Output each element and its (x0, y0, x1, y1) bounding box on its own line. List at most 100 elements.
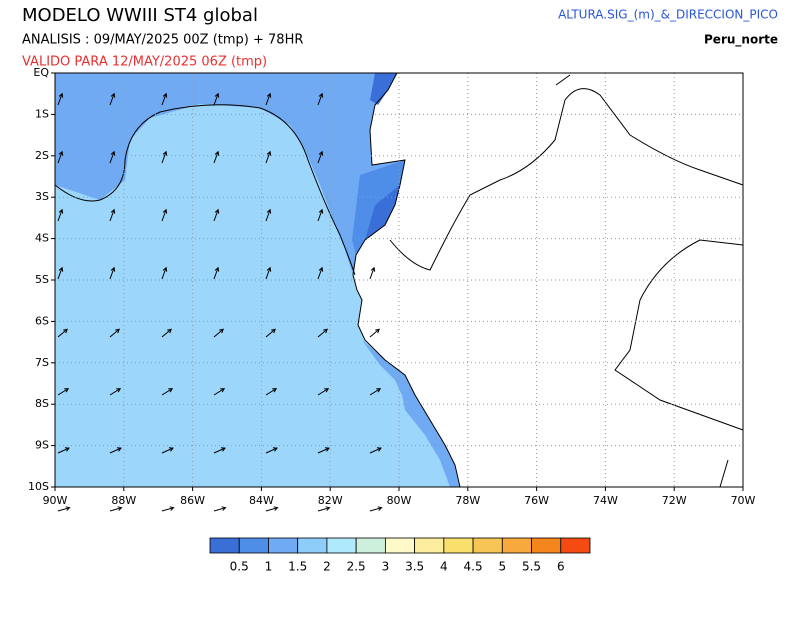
north-dark (370, 73, 397, 105)
arrow-head (214, 208, 220, 214)
contour-line (54, 104, 356, 276)
y-label: 6S (35, 314, 49, 327)
arrow (161, 93, 167, 106)
arrow (57, 209, 63, 222)
arrow (317, 328, 328, 338)
arrow (57, 447, 70, 454)
colorbar-box (443, 537, 474, 554)
borders (389, 74, 744, 488)
arrow (57, 267, 63, 280)
arrow-head (167, 328, 172, 334)
colorbar-box (268, 537, 299, 554)
arrow (369, 328, 380, 338)
x-label: 78W (455, 494, 480, 507)
arrow (317, 447, 330, 454)
arrow (317, 267, 323, 280)
arrow-head (266, 208, 272, 214)
arrow-head (64, 388, 70, 393)
arrow (57, 388, 69, 396)
arrow-head (116, 447, 122, 452)
arrow-head (272, 388, 278, 393)
arrow (317, 93, 323, 106)
arrow-head (116, 388, 122, 393)
arrow-head (376, 388, 382, 393)
colorbar-box (326, 537, 357, 554)
arrow (57, 328, 68, 338)
arrow-head (219, 328, 224, 334)
valid-time: VALIDO PARA 12/MAY/2025 06Z (tmp) (22, 55, 267, 70)
colorbar-box (209, 537, 240, 554)
arrow-head (220, 388, 226, 393)
arrow (213, 151, 219, 164)
arrow-head (375, 328, 380, 334)
arrow-head (318, 92, 324, 98)
arrow (109, 388, 121, 396)
arrow (213, 447, 226, 454)
x-label: 72W (662, 494, 687, 507)
arrow-head (214, 92, 220, 98)
arrow (213, 209, 219, 222)
x-label: 76W (524, 494, 549, 507)
y-label: 4S (35, 232, 49, 245)
arrow-head (220, 447, 226, 452)
x-label: 84W (249, 494, 274, 507)
arrow-head (162, 92, 168, 98)
arrow-head (110, 92, 116, 98)
colorbar-label: 2.5 (347, 560, 366, 574)
y-label: 8S (35, 397, 49, 410)
arrow (109, 447, 122, 454)
arrow-head (273, 506, 279, 511)
arrow-head (221, 506, 227, 511)
arrow (213, 507, 226, 512)
region: Peru_norte (704, 33, 778, 48)
y-label: EQ (33, 66, 49, 79)
gulf-darkest (365, 185, 400, 240)
arrow-head (162, 150, 168, 156)
arrow-head (266, 92, 272, 98)
arrow-head (266, 266, 272, 272)
arrow-head (271, 328, 276, 334)
x-label: 86W (180, 494, 205, 507)
arrow-head (58, 266, 64, 272)
arrow (317, 209, 323, 222)
arrow (265, 151, 271, 164)
colorbar-box (414, 537, 445, 554)
arrow (161, 388, 173, 396)
variable: ALTURA.SIG_(m)_&_DIRECCION_PICO (558, 8, 778, 22)
arrow (369, 507, 382, 512)
arrow (161, 507, 174, 512)
x-label: 88W (111, 494, 136, 507)
arrow (161, 209, 167, 222)
colorbar-box (384, 537, 416, 554)
arrow (265, 447, 278, 454)
arrow-head (168, 388, 174, 393)
y-label: 5S (35, 273, 49, 286)
arrow-head (324, 388, 330, 393)
analysis: ANALISIS : 09/MAY/2025 00Z (tmp) + 78HR (22, 33, 303, 48)
arrow (213, 328, 224, 338)
arrow-head (168, 447, 174, 452)
arrow (317, 507, 330, 512)
arrow-head (115, 328, 120, 334)
colorbar-label: 6 (557, 560, 565, 574)
arrow (109, 507, 122, 512)
arrow (109, 267, 115, 280)
arrow (265, 93, 271, 106)
wave-arrows (57, 92, 383, 512)
arrow (265, 388, 277, 396)
arrow (109, 93, 115, 106)
x-label: 74W (593, 494, 618, 507)
colorbar-label: 1 (265, 560, 273, 574)
y-label: 10S (28, 480, 49, 493)
y-label: 7S (35, 356, 49, 369)
coastal-band (362, 340, 460, 487)
arrow (213, 93, 219, 106)
arrow (213, 267, 219, 280)
x-label: 80W (387, 494, 412, 507)
arrow-head (214, 266, 220, 272)
arrow-head (377, 506, 383, 511)
colorbar-box (355, 537, 386, 554)
arrow-head (110, 150, 116, 156)
arrow (369, 267, 375, 280)
